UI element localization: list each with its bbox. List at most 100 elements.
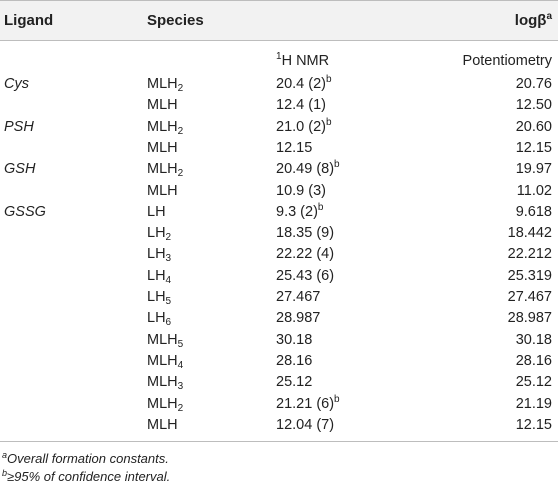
cell-ligand: GSSG [4, 203, 46, 220]
nmr-value: 28.16 [276, 352, 313, 369]
cell-ligand: GSH [4, 161, 36, 178]
cell-species: LH [147, 201, 166, 223]
cell-species: LH6 [147, 307, 171, 329]
table-row: MLH 12.15 12.15 [0, 137, 558, 159]
nmr-value: 12.04 (7) [276, 416, 335, 433]
cell-ligand: PSH [4, 118, 34, 135]
table-row: MLH5 30.18 30.18 [0, 329, 558, 351]
species-subscript: 5 [165, 296, 172, 307]
footnote-a: aOverall formation constants. [2, 451, 169, 467]
cell-species: LH3 [147, 243, 171, 265]
species-base: MLH [147, 395, 178, 412]
species-base: MLH [147, 182, 178, 199]
cell-nmr: 21.0 (2)b [276, 116, 332, 138]
nmr-footnote-mark: b [325, 116, 332, 128]
cell-nmr: 27.467 [276, 286, 320, 308]
nmr-value: 25.43 (6) [276, 267, 335, 284]
cell-species: LH2 [147, 222, 171, 244]
species-base: MLH [147, 97, 178, 114]
cell-potentiometry: 11.02 [516, 182, 552, 199]
table-row: MLH4 28.16 28.16 [0, 350, 558, 372]
cell-potentiometry: 9.618 [515, 203, 552, 220]
species-subscript: 2 [177, 402, 184, 414]
table-row: MLH3 25.12 25.12 [0, 371, 558, 393]
header-ligand: Ligand [4, 12, 54, 29]
cell-nmr: 25.43 (6) [276, 265, 334, 287]
table-row: GSH MLH2 20.49 (8)b 19.97 [0, 158, 558, 180]
species-subscript: 5 [177, 338, 184, 350]
cell-nmr: 20.4 (2)b [276, 73, 332, 95]
cell-nmr: 28.987 [276, 307, 320, 329]
cell-nmr: 18.35 (9) [276, 222, 334, 244]
cell-potentiometry: 22.212 [507, 246, 552, 263]
species-base: MLH [147, 76, 178, 92]
species-subscript: 2 [165, 232, 172, 244]
footnote-b-mark: b [2, 468, 8, 478]
cell-potentiometry: 25.319 [507, 267, 552, 284]
cell-species: MLH2 [147, 393, 183, 415]
nmr-value: 12.15 [276, 139, 313, 156]
nmr-footnote-mark: b [325, 74, 332, 85]
species-base: LH [147, 225, 166, 242]
footnote-a-mark: a [2, 450, 8, 460]
species-subscript: 2 [177, 125, 184, 137]
cell-nmr: 21.21 (6)b [276, 393, 340, 415]
cell-potentiometry: 18.442 [507, 225, 552, 242]
species-base: MLH [147, 374, 178, 391]
cell-nmr: 28.16 [276, 350, 312, 372]
nmr-value: 18.35 (9) [276, 225, 335, 242]
nmr-value: 25.12 [276, 374, 313, 391]
species-base: MLH [147, 118, 178, 135]
species-base: MLH [147, 331, 178, 348]
table-row: PSH MLH2 21.0 (2)b 20.60 [0, 116, 558, 138]
species-base: LH [147, 310, 166, 327]
header-species: Species [147, 12, 204, 29]
nmr-footnote-mark: b [334, 159, 340, 171]
subheader-row: 1H NMR Potentiometry [0, 50, 558, 72]
nmr-value: 27.467 [276, 289, 321, 305]
species-subscript: 3 [165, 253, 172, 265]
cell-potentiometry: 20.60 [515, 118, 552, 135]
cell-species: MLH2 [147, 116, 183, 138]
header-logbeta: logβa [515, 12, 552, 30]
cell-nmr: 12.04 (7) [276, 414, 334, 436]
cell-nmr: 30.18 [276, 329, 312, 351]
nmr-value: 21.0 (2) [276, 118, 326, 135]
cell-species: MLH [147, 414, 178, 436]
table-row: GSSG LH 9.3 (2)b 9.618 [0, 201, 558, 223]
cell-potentiometry: 12.15 [515, 139, 552, 156]
nmr-value: 12.4 (1) [276, 97, 326, 114]
nmr-value: 28.987 [276, 310, 321, 327]
species-subscript: 4 [177, 359, 184, 371]
cell-nmr: 22.22 (4) [276, 243, 334, 265]
nmr-value: 20.4 (2) [276, 76, 326, 92]
cell-nmr: 12.15 [276, 137, 312, 159]
species-base: MLH [147, 139, 178, 156]
footnote-a-text: Overall formation constants. [7, 451, 169, 466]
cell-nmr: 12.4 (1) [276, 94, 326, 116]
nmr-value: 20.49 (8) [276, 161, 335, 178]
species-base: MLH [147, 416, 178, 433]
table-row: LH2 18.35 (9) 18.442 [0, 222, 558, 244]
table-row: MLH 10.9 (3) 11.02 [0, 180, 558, 202]
cell-potentiometry: 12.15 [515, 416, 552, 433]
species-subscript: 3 [177, 381, 184, 393]
cell-potentiometry: 19.97 [515, 161, 552, 178]
species-subscript: 2 [177, 168, 184, 180]
subheader-nmr-isotope: 1 [276, 51, 282, 62]
cell-species: LH4 [147, 265, 171, 287]
subheader-potentiometry: Potentiometry [462, 53, 552, 69]
species-subscript: 4 [165, 274, 172, 286]
cell-potentiometry: 12.50 [515, 97, 552, 114]
table-bottom-rule [0, 441, 558, 442]
species-base: MLH [147, 352, 178, 369]
nmr-value: 9.3 (2) [276, 203, 318, 220]
cell-species: MLH3 [147, 371, 183, 393]
cell-nmr: 10.9 (3) [276, 180, 326, 202]
cell-species: MLH [147, 137, 178, 159]
subheader-nmr-text: H NMR [281, 53, 330, 69]
cell-potentiometry: 30.18 [515, 331, 552, 348]
cell-species: MLH [147, 180, 178, 202]
species-base: LH [147, 267, 166, 284]
cell-nmr: 25.12 [276, 371, 312, 393]
